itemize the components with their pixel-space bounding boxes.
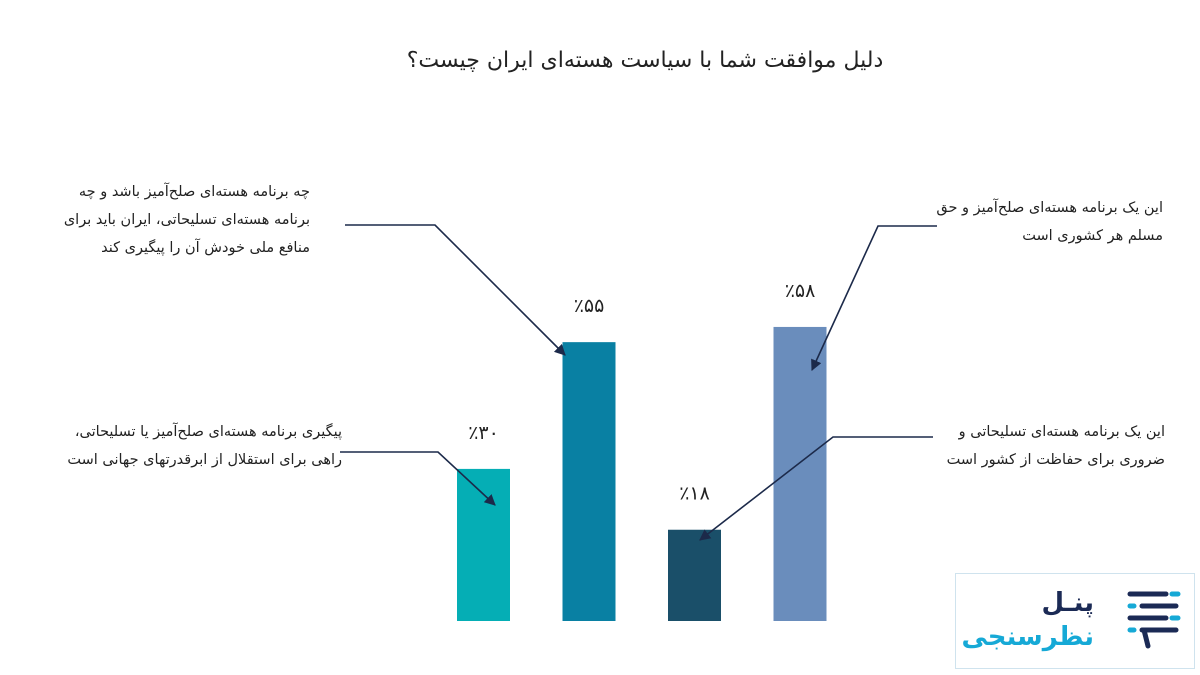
category-label: پیگیری برنامه هسته‌ای صلح‌آمیز یا تسلیحا…: [67, 424, 342, 468]
value-label: ٪۳۰: [468, 422, 499, 444]
bar: [457, 468, 510, 621]
leader-line: [345, 224, 566, 356]
category-label: این یک برنامه هسته‌ای تسلیحاتی و ضروری ب…: [946, 424, 1165, 468]
value-label: ٪۵۸: [785, 280, 816, 302]
logo-icon: [1127, 591, 1181, 649]
category-label: چه برنامه هسته‌ای صلح‌آمیز باشد و چه برن…: [63, 184, 310, 256]
leader-line: [811, 225, 937, 372]
chart-title: دلیل موافقت شما با سیاست هسته‌ای ایران چ…: [406, 48, 884, 73]
bar: [773, 326, 827, 621]
logo-text: نظرسنجی: [961, 622, 1095, 652]
bar: [668, 529, 721, 621]
leader-line: [340, 451, 496, 506]
value-label: ٪۵۵: [574, 295, 605, 317]
value-label: ٪۱۸: [679, 483, 710, 505]
leader-line: [699, 436, 933, 541]
leader-lines: [340, 224, 937, 541]
logo: پنـل نظرسنجی: [955, 573, 1195, 669]
bar: [562, 342, 616, 621]
logo-text: پنـل: [1041, 588, 1094, 618]
category-label: این یک برنامه هسته‌ای صلح‌آمیز و حق مسلم…: [936, 200, 1163, 244]
